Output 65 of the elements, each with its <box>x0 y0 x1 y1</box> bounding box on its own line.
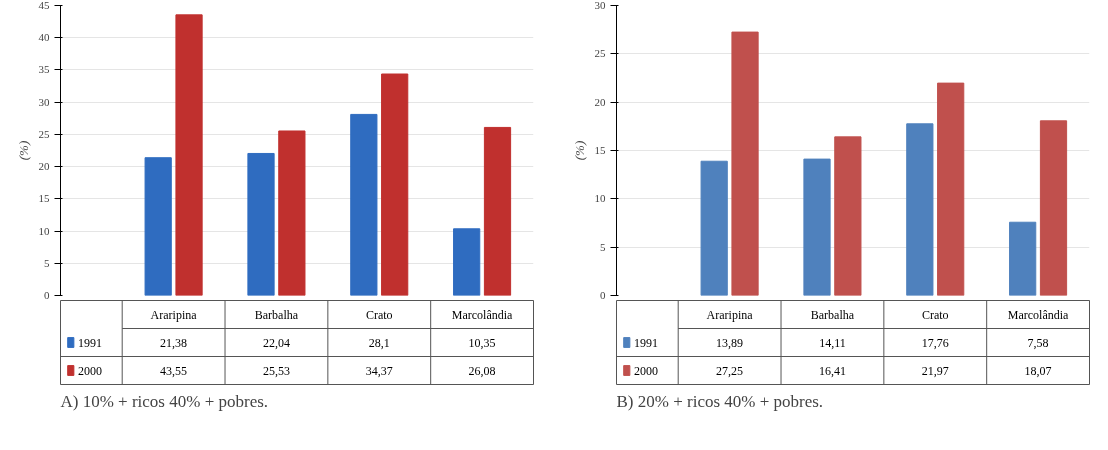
data-label: 28,1 <box>368 335 390 350</box>
x-tick-label: Crato <box>921 307 949 322</box>
y-tick-label: 30 <box>594 0 606 11</box>
x-tick-label: Barbalha <box>254 307 299 322</box>
bar <box>144 157 172 296</box>
data-label: 10,35 <box>468 335 496 350</box>
bar <box>937 82 965 296</box>
bar <box>350 113 378 296</box>
legend-label: 2000 <box>77 363 102 378</box>
bar <box>1009 221 1037 296</box>
y-tick-label: 40 <box>38 31 50 44</box>
bar <box>247 152 275 296</box>
y-axis-title: (%) <box>15 140 31 161</box>
y-tick-label: 5 <box>600 240 606 253</box>
data-label: 34,37 <box>365 363 393 378</box>
data-label: 18,07 <box>1024 363 1052 378</box>
bar <box>278 130 306 296</box>
bar <box>731 31 759 296</box>
y-tick-label: 0 <box>44 289 50 301</box>
x-tick-label: Marcolândia <box>451 307 514 322</box>
data-label: 25,53 <box>262 363 290 378</box>
data-label: 16,41 <box>818 363 846 378</box>
text: B) 20% + ricos 40% + pobres. <box>616 391 824 411</box>
y-tick-label: 45 <box>38 0 50 11</box>
data-label: 26,08 <box>468 363 496 378</box>
bar <box>906 123 934 296</box>
x-tick-label: Crato <box>365 307 393 322</box>
y-tick-label: 15 <box>594 144 606 156</box>
y-tick-label: 30 <box>38 95 50 108</box>
data-label: 22,04 <box>262 335 290 350</box>
bar <box>834 136 862 296</box>
data-label: 21,38 <box>160 335 188 350</box>
x-tick-label: Marcolândia <box>1007 307 1070 322</box>
bar <box>381 73 409 296</box>
y-tick-label: 20 <box>594 95 606 108</box>
y-tick-label: 0 <box>600 289 606 301</box>
y-tick-label: 25 <box>38 127 50 140</box>
data-label: 13,89 <box>716 335 744 350</box>
y-tick-label: 20 <box>38 160 50 173</box>
y-tick-label: 10 <box>38 224 50 237</box>
legend-label: 2000 <box>633 363 658 378</box>
y-tick-label: 25 <box>594 47 606 60</box>
y-axis-title: (%) <box>571 140 587 161</box>
x-tick-label: Araripina <box>150 307 198 322</box>
data-label: 17,76 <box>921 335 949 350</box>
legend-label: 1991 <box>633 335 658 350</box>
data-label: 43,55 <box>160 363 188 378</box>
bar <box>175 14 203 296</box>
legend-label: 1991 <box>77 335 102 350</box>
bar <box>483 126 512 296</box>
text: A) 10% + ricos 40% + pobres. <box>60 391 269 411</box>
y-tick-label: 35 <box>38 63 50 76</box>
x-tick-label: Araripina <box>706 307 754 322</box>
bar <box>453 228 481 296</box>
bar <box>700 160 728 296</box>
data-label: 27,25 <box>716 363 744 378</box>
x-tick-label: Barbalha <box>810 307 855 322</box>
y-tick-label: 5 <box>44 256 50 269</box>
y-tick-label: 15 <box>38 192 50 205</box>
data-label: 14,11 <box>819 335 846 350</box>
bar <box>803 158 831 296</box>
data-label: 7,58 <box>1027 335 1049 350</box>
bar <box>1039 120 1068 296</box>
data-label: 21,97 <box>921 363 949 378</box>
y-tick-label: 10 <box>594 192 606 205</box>
